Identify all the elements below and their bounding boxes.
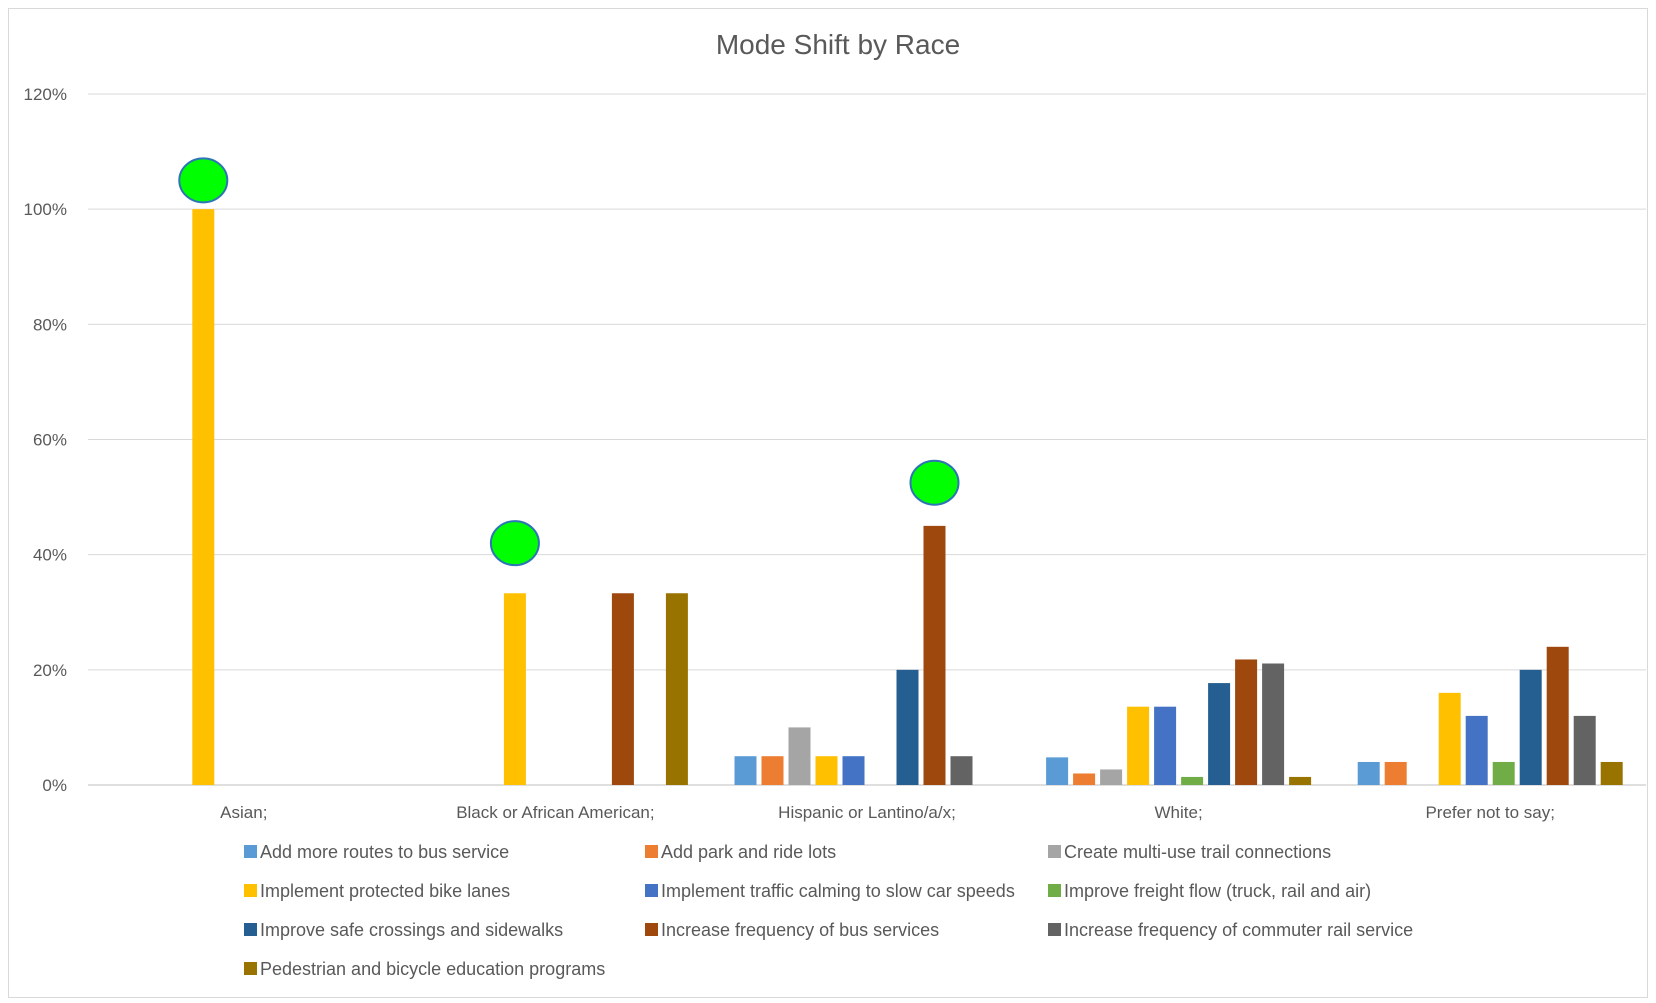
bar [1208, 683, 1231, 785]
bar [1519, 669, 1542, 785]
x-category-label: Prefer not to say; [1425, 803, 1554, 822]
legend-label: Add more routes to bus service [260, 842, 509, 862]
bar [734, 756, 757, 785]
y-tick-label: 60% [33, 431, 67, 450]
legend-swatch [244, 962, 257, 975]
legend-label: Implement traffic calming to slow car sp… [661, 881, 1015, 901]
x-category-label: Black or African American; [456, 803, 654, 822]
highlight-marker [489, 520, 540, 567]
highlight-marker [909, 459, 960, 506]
highlight-marker [178, 157, 229, 204]
bars [192, 209, 1623, 785]
y-tick-label: 40% [33, 546, 67, 565]
bar [503, 593, 526, 785]
annotation-markers [178, 157, 960, 567]
x-category-label: Hispanic or Lantino/a/x; [778, 803, 956, 822]
bar [1573, 715, 1596, 785]
bar [1046, 757, 1069, 785]
bar [192, 209, 215, 785]
bar [842, 756, 865, 785]
bar [896, 669, 919, 785]
bar [1492, 761, 1515, 785]
x-category-label: White; [1155, 803, 1203, 822]
x-category-label: Asian; [220, 803, 267, 822]
bar [665, 593, 688, 785]
bar [950, 756, 973, 785]
bar [1073, 773, 1096, 785]
bar [1181, 776, 1204, 785]
bar [1235, 659, 1258, 785]
legend-label: Improve freight flow (truck, rail and ai… [1064, 881, 1371, 901]
bar [761, 756, 784, 785]
bar [1465, 715, 1488, 785]
legend-label: Increase frequency of commuter rail serv… [1064, 920, 1413, 940]
legend-swatch [244, 923, 257, 936]
bar [1384, 761, 1407, 785]
bar [923, 525, 946, 785]
bar [815, 756, 838, 785]
bar [1546, 646, 1569, 785]
bar [1262, 663, 1285, 785]
y-tick-label: 120% [24, 85, 67, 104]
bar [611, 593, 634, 785]
legend-label: Increase frequency of bus services [661, 920, 939, 940]
bar [1600, 761, 1623, 785]
y-tick-label: 20% [33, 661, 67, 680]
y-tick-label: 0% [42, 776, 67, 795]
legend-label: Improve safe crossings and sidewalks [260, 920, 563, 940]
legend-swatch [244, 845, 257, 858]
legend-label: Create multi-use trail connections [1064, 842, 1331, 862]
gridlines [88, 93, 1646, 786]
legend-swatch [645, 923, 658, 936]
bar [1154, 706, 1177, 785]
y-tick-label: 80% [33, 315, 67, 334]
x-axis-categories: Asian; Black or African American; Hispanic… [220, 803, 1555, 822]
legend-label: Pedestrian and bicycle education program… [260, 959, 605, 979]
chart-title: Mode Shift by Race [716, 29, 960, 60]
bar [1357, 761, 1380, 785]
chart-frame [8, 8, 1648, 998]
bar [1127, 706, 1150, 785]
y-tick-label: 100% [24, 200, 67, 219]
legend-swatch [645, 884, 658, 897]
y-axis-ticks: 0% 20% 40% 60% 80% 100% 120% [24, 85, 67, 795]
bar [788, 727, 811, 785]
legend-swatch [645, 845, 658, 858]
legend: Add more routes to bus service Add park a… [244, 842, 1413, 979]
bar [1100, 769, 1123, 785]
legend-label: Add park and ride lots [661, 842, 836, 862]
legend-swatch [1048, 884, 1061, 897]
legend-label: Implement protected bike lanes [260, 881, 510, 901]
legend-swatch [1048, 923, 1061, 936]
legend-swatch [244, 884, 257, 897]
legend-swatch [1048, 845, 1061, 858]
bar [1289, 776, 1312, 785]
bar [1438, 692, 1461, 785]
